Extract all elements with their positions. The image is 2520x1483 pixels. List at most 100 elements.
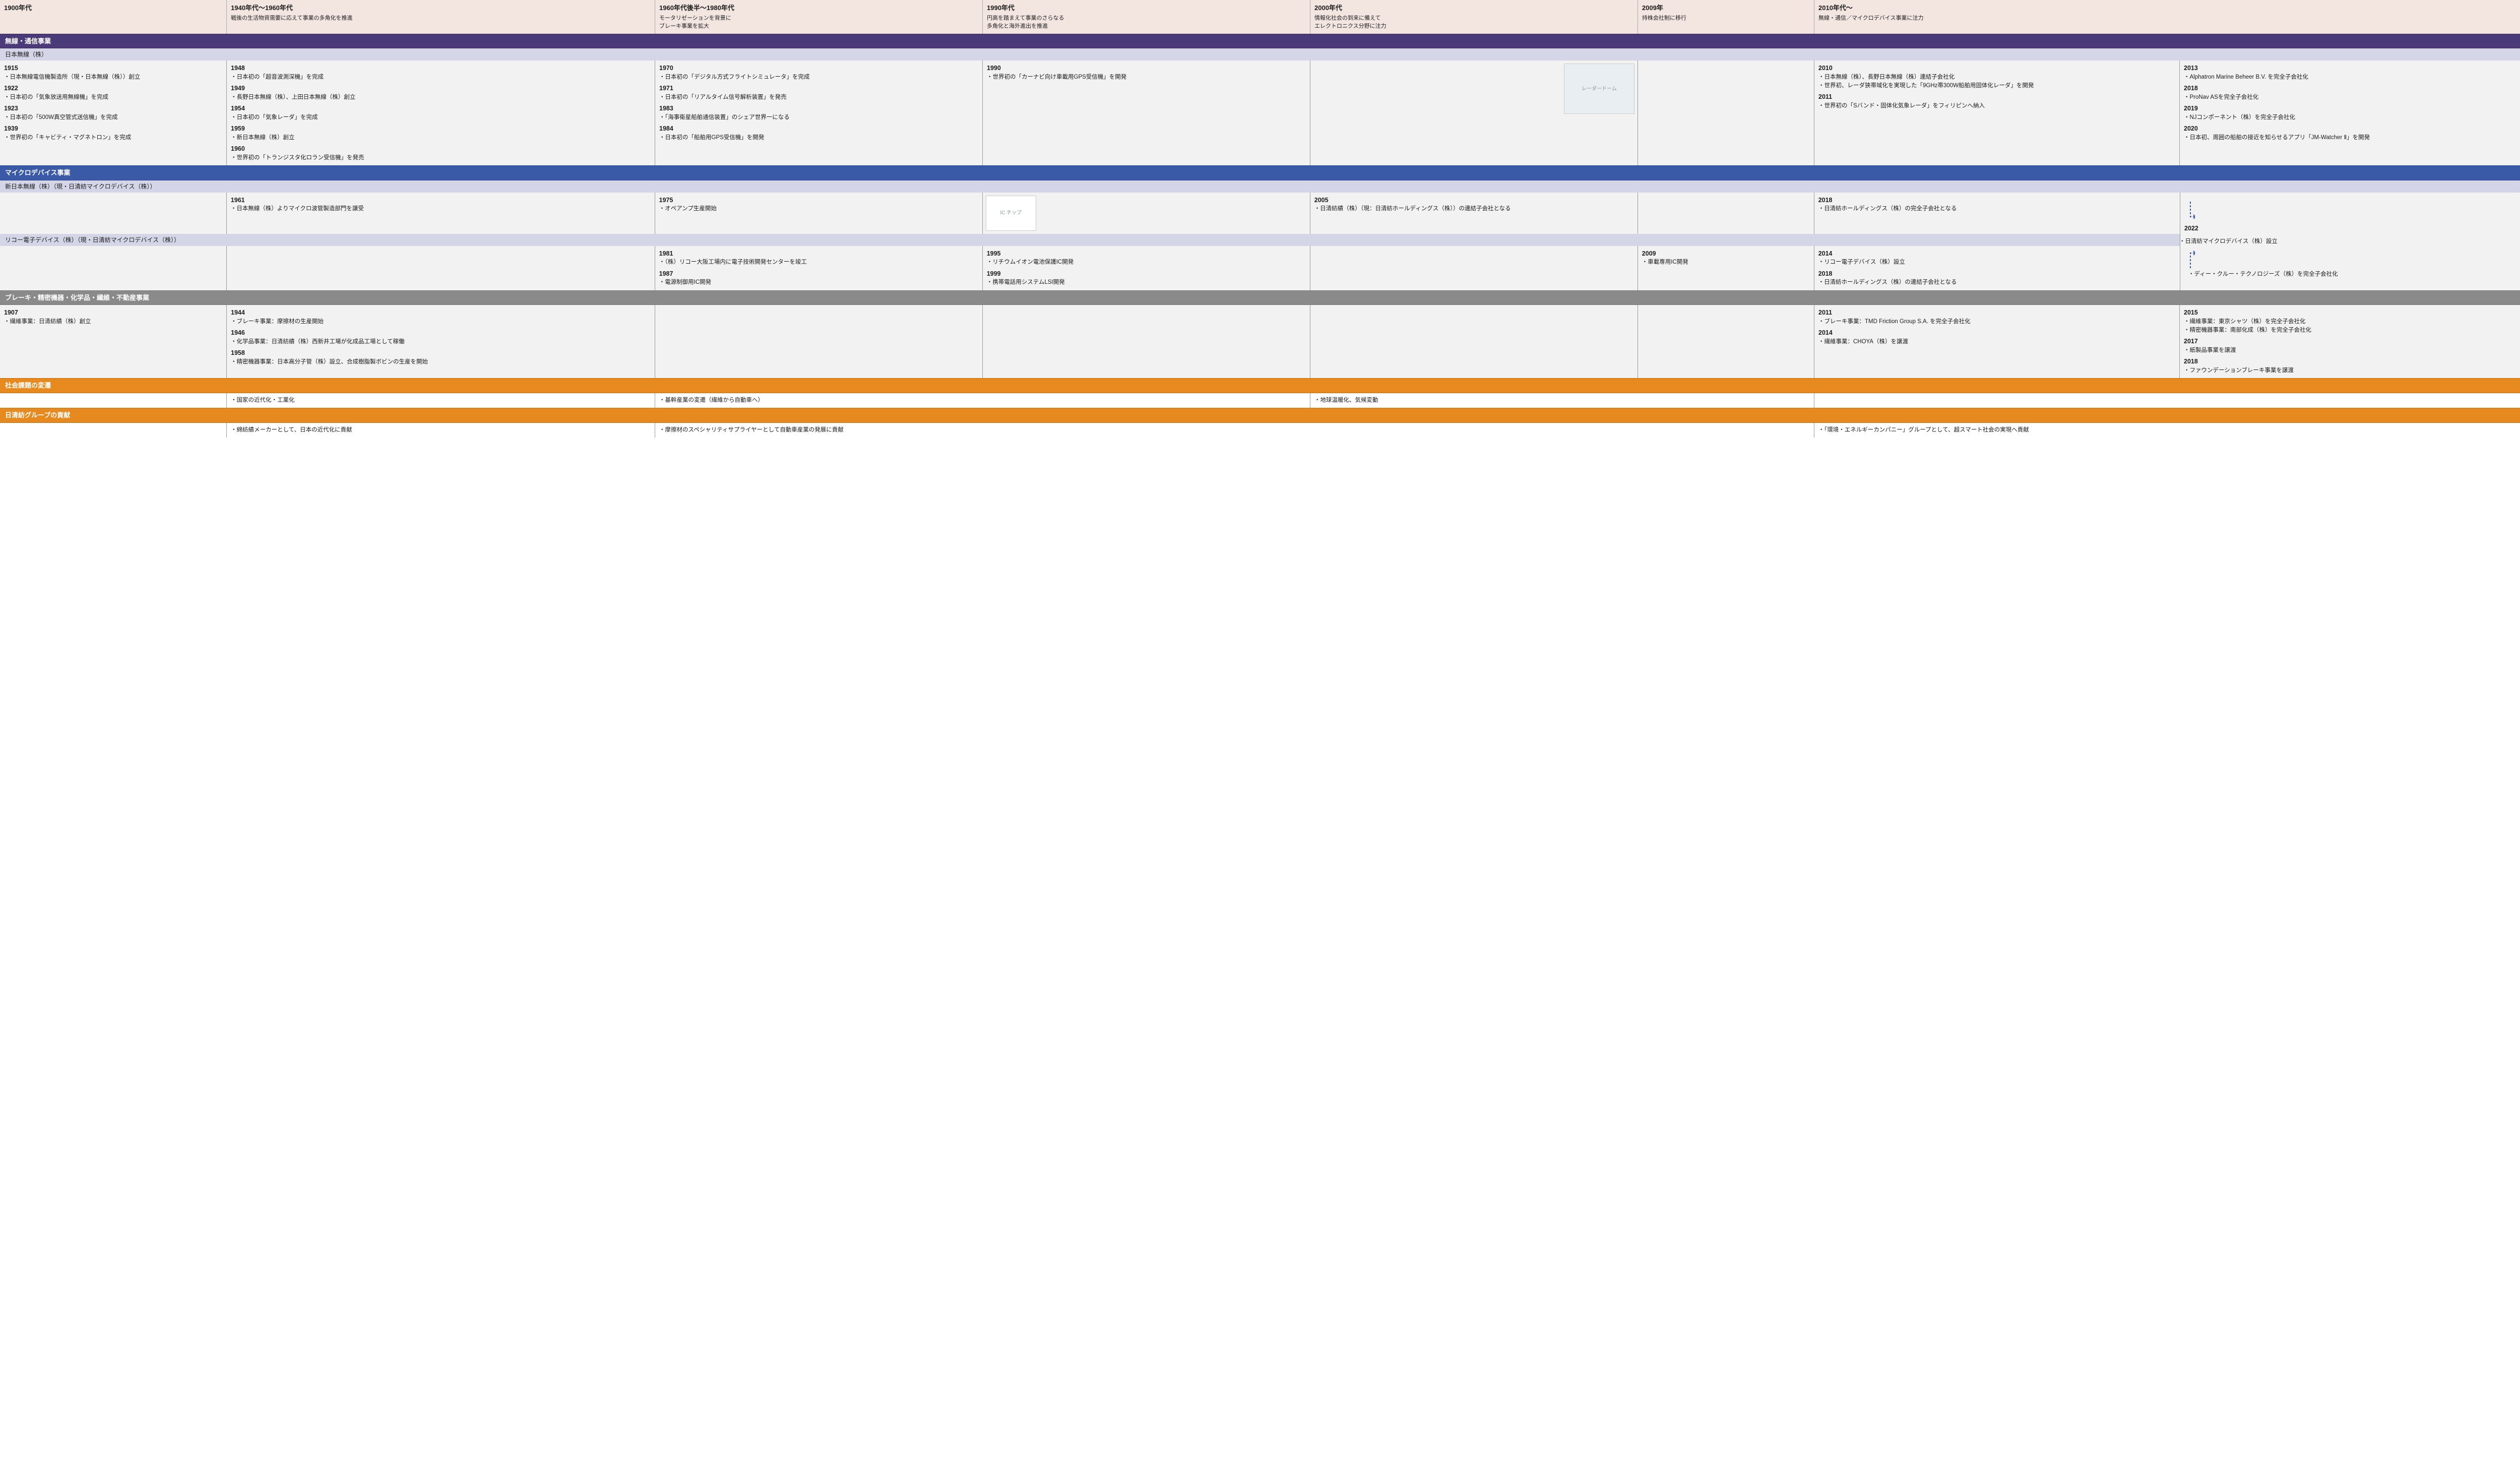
- year-label: 2011: [1818, 308, 2175, 318]
- cell: 1948日本初の「超音波測深機」を完成 1949長野日本無線（株）、上田日本無線（…: [227, 60, 655, 165]
- timeline-item: 日本無線（株）、長野日本無線（株）連結子会社化: [1818, 73, 2175, 82]
- timeline-item: （株）リコー大阪工場内に電子技術開発センターを竣工: [659, 258, 978, 267]
- cell: 2014リコー電子デバイス（株）設立2018日清紡ホールディングス（株）の連結子…: [1814, 246, 2180, 290]
- timeline-item: 新日本無線（株）創立: [231, 134, 651, 142]
- year-label: 2009: [1642, 249, 1810, 259]
- year-label: 2005: [1314, 196, 1633, 205]
- year-label: 1987: [659, 269, 978, 279]
- year-label: 2018: [2184, 357, 2516, 366]
- cell: 綿紡績メーカーとして、日本の近代化に貢献: [227, 423, 655, 438]
- year-label: 1949: [231, 84, 651, 93]
- body-row-micro-2: 1981（株）リコー大阪工場内に電子技術開発センターを竣工 1987電源制御用IC…: [0, 246, 2180, 290]
- cell: 1990世界初の「カーナビ向け車載用GPS受信機」を開発: [983, 60, 1310, 165]
- body-row-wireless: 1915日本無線電信機製造所（現・日本無線（株））創立1922日本初の「気象放送…: [0, 60, 2520, 165]
- year-label: 1954: [231, 104, 651, 113]
- year-label: 2020: [2184, 124, 2516, 134]
- cell: 1995リチウムイオン電池保護IC開発 1999携帯電話用システムLSI開発: [983, 246, 1310, 290]
- timeline-item: NJコンポーネント（株）を完全子会社化: [2184, 113, 2516, 122]
- timeline-item: 紙製品事業を譲渡: [2184, 346, 2516, 355]
- year-label: 1959: [231, 124, 651, 134]
- cell: [1638, 60, 1814, 165]
- timeline-item: 携帯電話用システムLSI開発: [987, 278, 1306, 287]
- timeline-item: 車載専用IC開発: [1642, 258, 1810, 267]
- timeline-item: ブレーキ事業：摩擦材の生産開始: [231, 318, 651, 326]
- year-label: 1923: [4, 104, 222, 113]
- ic-chip-image: IC チップ: [986, 196, 1036, 231]
- merge-year: 2022: [2180, 222, 2520, 235]
- year-label: 1948: [231, 64, 651, 73]
- year-label: 2010: [1818, 64, 2175, 73]
- cell: 1915日本無線電信機製造所（現・日本無線（株））創立1922日本初の「気象放送…: [0, 60, 227, 165]
- merge-column: 2022 日清紡マイクロデバイス（株）設立 ディー・クルー・テクノロジーズ（株）…: [2180, 193, 2520, 290]
- year-label: 2011: [1818, 92, 2175, 102]
- radar-dome-image: レーダードーム: [1564, 64, 1634, 114]
- year-label: 1922: [4, 84, 222, 93]
- timeline-item: Alphatron Marine Beheer B.V. を完全子会社化: [2184, 73, 2516, 82]
- era-cell: 2009年持株会社制に移行: [1638, 0, 1814, 34]
- timeline-item: ファウンデーションブレーキ事業を譲渡: [2184, 366, 2516, 375]
- year-label: 2014: [1818, 249, 2176, 259]
- merge-item: ディー・クルー・テクノロジーズ（株）を完全子会社化: [2180, 268, 2520, 281]
- timeline-item: リチウムイオン電池保護IC開発: [987, 258, 1306, 267]
- timeline-item: 「海事衛星船舶通信装置」のシェア世界一になる: [659, 113, 978, 122]
- cell: 2018日清紡ホールディングス（株）の完全子会社となる: [1814, 193, 2180, 234]
- cell: 2011ブレーキ事業：TMD Friction Group S.A. を完全子会…: [1814, 305, 2180, 378]
- year-label: 1961: [231, 196, 651, 205]
- timeline-item: 長野日本無線（株）、上田日本無線（株）創立: [231, 93, 651, 102]
- timeline-item: 日清紡ホールディングス（株）の完全子会社となる: [1818, 205, 2176, 213]
- body-row-brake: 1907繊維事業：日清紡績（株）創立 1944ブレーキ事業：摩擦材の生産開始19…: [0, 305, 2520, 378]
- subheader-micro-2: リコー電子デバイス（株）（現・日清紡マイクロデバイス（株））: [0, 234, 2180, 246]
- timeline-item: 日本初の「船舶用GPS受信機」を開発: [659, 134, 978, 142]
- timeline-item: 日清紡績（株）（現：日清紡ホールディングス（株））の連結子会社となる: [1314, 205, 1633, 213]
- timeline-item: 日本初の「リアルタイム信号解析装置」を発売: [659, 93, 978, 102]
- year-label: 1984: [659, 124, 978, 134]
- timeline-item: 日本初の「500W真空管式送信機」を完成: [4, 113, 222, 122]
- timeline-item: 繊維事業：東京シャツ（株）を完全子会社化: [2184, 318, 2516, 326]
- year-label: 1907: [4, 308, 222, 318]
- cell-image: レーダードーム: [1310, 60, 1638, 165]
- timeline-item: 日本無線（株）よりマイクロ波管製造部門を譲受: [231, 205, 651, 213]
- year-label: 1981: [659, 249, 978, 259]
- timeline-item: 世界初の「キャビティ・マグネトロン」を完成: [4, 134, 222, 142]
- year-label: 2014: [1818, 328, 2175, 338]
- timeline-item: ブレーキ事業：TMD Friction Group S.A. を完全子会社化: [1818, 318, 2175, 326]
- timeline-item: 化学品事業：日清紡績（株）西新井工場が化成品工場として稼働: [231, 338, 651, 346]
- cell: [0, 423, 227, 438]
- year-label: 2019: [2184, 104, 2516, 113]
- year-label: 2017: [2184, 337, 2516, 346]
- year-label: 1995: [987, 249, 1306, 259]
- timeline-item: オペアンプ生産開始: [659, 205, 978, 213]
- cell: 2009車載専用IC開発: [1638, 246, 1814, 290]
- body-row-micro-1: 1961日本無線（株）よりマイクロ波管製造部門を譲受 1975オペアンプ生産開始…: [0, 193, 2180, 234]
- timeline-item: 世界初、レーダ狭帯域化を実現した「9GHz帯300W船舶用固体化レーダ」を開発: [1818, 82, 2175, 90]
- year-label: 1999: [987, 269, 1306, 279]
- era-cell: 1940年代～1960年代戦後の生活物資需要に応えて事業の多角化を推進: [227, 0, 655, 34]
- timeline-item: リコー電子デバイス（株）設立: [1818, 258, 2176, 267]
- cell: [0, 393, 227, 408]
- era-header-row: 1900年代 1940年代～1960年代戦後の生活物資需要に応えて事業の多角化を…: [0, 0, 2520, 34]
- timeline-item: 電源制御用IC開発: [659, 278, 978, 287]
- cell: 2013Alphatron Marine Beheer B.V. を完全子会社化…: [2180, 60, 2520, 165]
- cell: [655, 305, 983, 378]
- cell: [1310, 305, 1638, 378]
- era-cell: 2000年代情報化社会の到来に備えて エレクトロニクス分野に注力: [1310, 0, 1638, 34]
- year-label: 2015: [2184, 308, 2516, 318]
- era-cell: 1900年代: [0, 0, 227, 34]
- cell: 1961日本無線（株）よりマイクロ波管製造部門を譲受: [227, 193, 655, 234]
- year-label: 1946: [231, 328, 651, 338]
- timeline-item: 世界初の「トランジスタ化ロラン受信機」を発売: [231, 154, 651, 162]
- year-label: 2018: [1818, 196, 2176, 205]
- cell: 2015繊維事業：東京シャツ（株）を完全子会社化精密機器事業：南部化成（株）を完…: [2180, 305, 2520, 378]
- timeline-item: 日本初の「超音波測深機」を完成: [231, 73, 651, 82]
- year-label: 1983: [659, 104, 978, 113]
- timeline-item: 繊維事業：CHOYA（株）を譲渡: [1818, 338, 2175, 346]
- subheader-wireless: 日本無線（株）: [0, 48, 2520, 60]
- cell: 「環境・エネルギーカンパニー」グループとして、超スマート社会の実現へ貢献: [1814, 423, 2520, 438]
- timeline-item: 日本初の「デジタル方式フライトシミュレータ」を完成: [659, 73, 978, 82]
- cell: 基幹産業の変遷（繊維から自動車へ）: [655, 393, 1310, 408]
- merge-item: 日清紡マイクロデバイス（株）設立: [2180, 235, 2520, 248]
- section-bar-contrib: 日清紡グループの貢献: [0, 408, 2520, 423]
- year-label: 1990: [987, 64, 1306, 73]
- timeline-item: 精密機器事業：南部化成（株）を完全子会社化: [2184, 326, 2516, 335]
- cell: [1814, 393, 2520, 408]
